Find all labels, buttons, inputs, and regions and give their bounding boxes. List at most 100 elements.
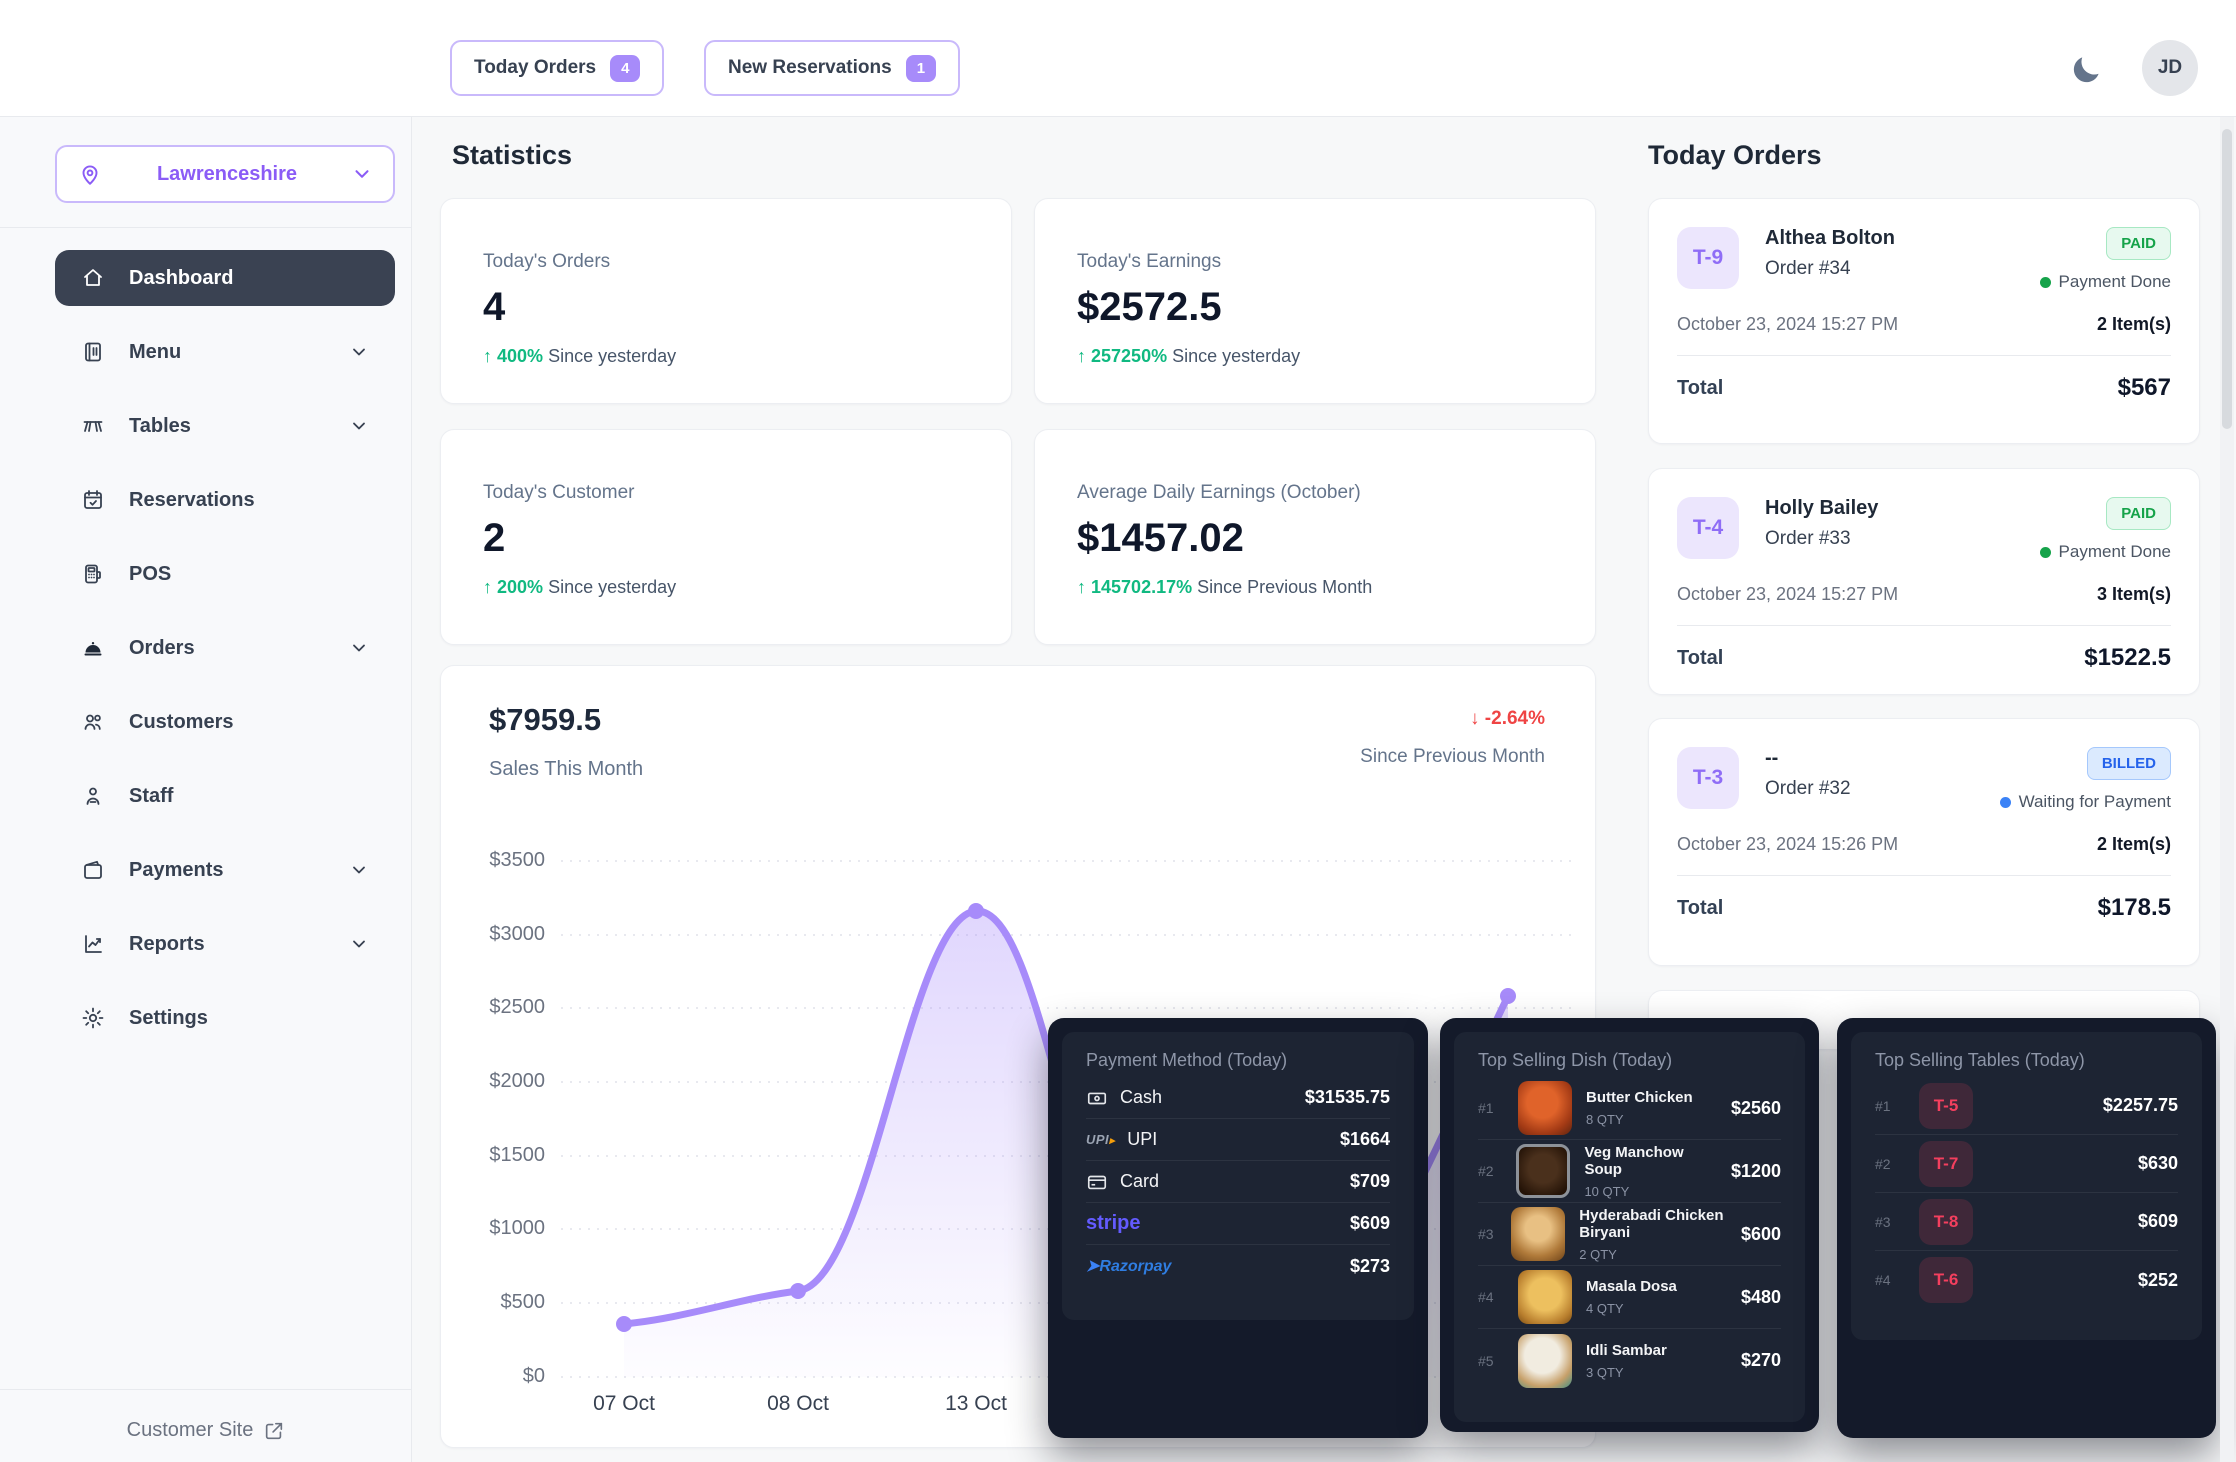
order-card[interactable]: T-4 Holly Bailey Order #33 PAID Payment …: [1648, 468, 2200, 695]
dish-rank: #4: [1478, 1289, 1494, 1305]
stat-card-todays-earnings: Today's Earnings $2572.5 ↑ 257250% Since…: [1034, 198, 1596, 404]
dish-name: Masala Dosa: [1586, 1278, 1677, 1295]
sidebar-item-settings[interactable]: Settings: [55, 990, 395, 1046]
payment-method-amount: $609: [1349, 1213, 1390, 1233]
sidebar-item-label: Reports: [129, 932, 205, 955]
sidebar-item-reports[interactable]: Reports: [55, 916, 395, 972]
chevron-down-icon: [353, 422, 365, 430]
table-badge: T-7: [1919, 1140, 1973, 1187]
sales-delta: ↓ -2.64%: [1470, 708, 1545, 730]
table-badge: T-8: [1919, 1198, 1973, 1245]
stat-label: Today's Orders: [483, 251, 611, 272]
chevron-down-icon: [353, 348, 365, 356]
razorpay-logo: ➤Razorpay: [1086, 1258, 1172, 1275]
sidebar-nav: Dashboard Menu Tables Reservations POS: [55, 250, 395, 1046]
dish-image: [1518, 1333, 1572, 1388]
table-row: #1 T-5 $2257.75: [1875, 1077, 2178, 1135]
dish-rank: #1: [1478, 1100, 1494, 1116]
sidebar-item-dashboard[interactable]: Dashboard: [55, 250, 395, 306]
sidebar-item-tables[interactable]: Tables: [55, 398, 395, 454]
dish-image: [1516, 1144, 1571, 1198]
dish-qty: 3 QTY: [1586, 1364, 1624, 1380]
order-datetime: October 23, 2024 15:27 PM: [1677, 584, 1899, 604]
table-badge: T-4: [1677, 497, 1739, 559]
table-badge: T-5: [1919, 1082, 1973, 1129]
top-header: Today Orders 4 New Reservations 1 JD: [0, 0, 2236, 117]
dish-amount: $2560: [1730, 1097, 1781, 1118]
sidebar-item-orders[interactable]: Orders: [55, 620, 395, 676]
total-label: Total: [1677, 376, 1724, 399]
payment-method-amount: $1664: [1339, 1129, 1390, 1149]
stat-delta-note: Since yesterday: [548, 577, 677, 597]
external-link-icon: [266, 1422, 283, 1439]
sidebar-item-label: Staff: [129, 784, 174, 807]
sidebar-item-label: Reservations: [129, 488, 255, 511]
payment-status: Waiting for Payment: [2018, 792, 2171, 811]
avatar-initials: JD: [2157, 57, 2183, 78]
status-badge: BILLED: [2086, 747, 2171, 780]
today-orders-count-badge: 4: [610, 54, 641, 82]
new-reservations-button-label: New Reservations: [728, 57, 892, 78]
dish-amount: $270: [1740, 1350, 1781, 1370]
stat-value: $1457.02: [1077, 516, 1244, 560]
sidebar-footer-divider: [0, 1389, 412, 1390]
chevron-down-icon: [353, 866, 365, 874]
dish-row: #2 Veg Manchow Soup 10 QTY $1200: [1478, 1140, 1781, 1203]
order-card[interactable]: T-3 -- Order #32 BILLED Waiting for Paym…: [1648, 718, 2200, 966]
dark-mode-toggle[interactable]: [2068, 52, 2104, 88]
sidebar: Lawrenceshire Dashboard Menu Tables: [0, 117, 412, 1462]
order-number: Order #33: [1765, 528, 1851, 549]
sidebar-item-menu[interactable]: Menu: [55, 324, 395, 380]
sidebar-item-label: Orders: [129, 636, 195, 659]
sidebar-item-payments[interactable]: Payments: [55, 842, 395, 898]
wallet-icon: [84, 860, 102, 879]
customer-site-link[interactable]: Customer Site: [0, 1419, 412, 1442]
stat-delta: ↑ 400% Since yesterday: [483, 346, 969, 367]
y-axis-tick: $0: [522, 1365, 545, 1387]
page-scrollbar[interactable]: [2220, 117, 2234, 1462]
x-axis-tick: 07 Oct: [593, 1392, 655, 1415]
payment-method-panel: Payment Method (Today) Cash $31535.75 UP…: [1048, 1018, 1428, 1438]
cloche-icon: [84, 642, 102, 656]
sales-delta-value: -2.64%: [1484, 708, 1545, 729]
dish-qty: 2 QTY: [1579, 1246, 1617, 1262]
order-card[interactable]: T-9 Althea Bolton Order #34 PAID Payment…: [1648, 198, 2200, 444]
person-icon: [86, 787, 100, 805]
customer-name: Holly Bailey: [1765, 497, 1879, 519]
location-selector[interactable]: Lawrenceshire: [55, 145, 395, 203]
y-axis-tick: $3500: [489, 849, 545, 871]
payment-method-row: Card $709: [1086, 1161, 1390, 1203]
new-reservations-count-badge: 1: [905, 54, 937, 82]
payment-method-card: Payment Method (Today) Cash $31535.75 UP…: [1062, 1032, 1414, 1320]
dish-rank: #3: [1478, 1226, 1494, 1242]
sidebar-item-reservations[interactable]: Reservations: [55, 472, 395, 528]
payment-method-label: Cash: [1120, 1087, 1163, 1107]
customer-name: Althea Bolton: [1765, 227, 1895, 249]
dish-image: [1518, 1270, 1572, 1324]
arrow-up-icon: ↑: [1077, 577, 1086, 597]
location-name: Lawrenceshire: [156, 162, 298, 185]
x-axis-tick: 08 Oct: [767, 1392, 829, 1415]
today-orders-button[interactable]: Today Orders 4: [450, 40, 665, 96]
total-label: Total: [1677, 646, 1724, 669]
table-rank: #2: [1875, 1155, 1891, 1172]
dish-amount: $480: [1740, 1286, 1781, 1307]
new-reservations-button[interactable]: New Reservations 1: [704, 40, 961, 96]
arrow-up-icon: ↑: [483, 346, 492, 366]
customer-site-label: Customer Site: [126, 1419, 254, 1441]
dish-qty: 10 QTY: [1584, 1183, 1630, 1199]
stat-delta-note: Since yesterday: [548, 346, 677, 366]
top-selling-tables-panel: Top Selling Tables (Today) #1 T-5 $2257.…: [1837, 1018, 2216, 1438]
sidebar-item-pos[interactable]: POS: [55, 546, 395, 602]
arrow-up-icon: ↑: [1077, 346, 1086, 366]
sidebar-item-staff[interactable]: Staff: [55, 768, 395, 824]
user-avatar[interactable]: JD: [2142, 40, 2198, 96]
scrollbar-thumb[interactable]: [2222, 129, 2232, 429]
sidebar-item-customers[interactable]: Customers: [55, 694, 395, 750]
payment-status-dot: [2039, 276, 2051, 288]
upi-logo: UPI▸: [1086, 1132, 1116, 1147]
sidebar-item-label: Customers: [129, 710, 234, 733]
sales-total: $7959.5: [489, 702, 602, 737]
table-row: #3 T-8 $609: [1875, 1193, 2178, 1251]
status-badge: PAID: [2106, 497, 2171, 530]
